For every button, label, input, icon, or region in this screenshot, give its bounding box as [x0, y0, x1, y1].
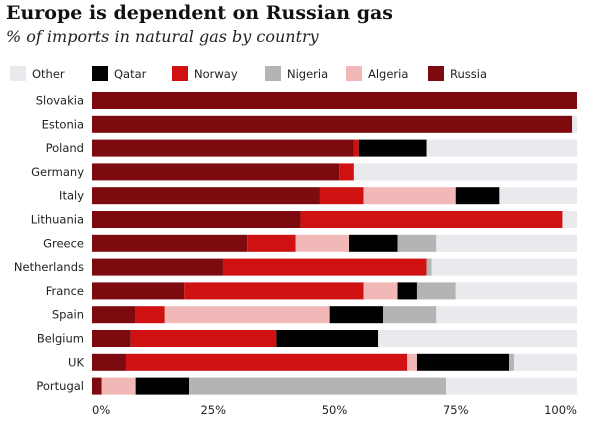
category-label-france: France — [46, 284, 84, 298]
x-tick-label-3: 75% — [443, 403, 469, 417]
bar-france-nigeria — [416, 282, 456, 300]
legend-label-algeria: Algeria — [368, 67, 408, 81]
bar-portugal-algeria — [101, 377, 136, 395]
bar-greece-qatar — [349, 234, 398, 252]
bar-greece-nigeria — [397, 234, 437, 252]
bar-germany-norway — [339, 163, 354, 181]
legend-label-other: Other — [32, 67, 65, 81]
bar-uk-other — [513, 353, 577, 371]
category-label-portugal: Portugal — [36, 379, 84, 393]
bar-spain-other — [436, 306, 577, 324]
bar-estonia-russia — [92, 115, 573, 133]
bar-spain-qatar — [329, 306, 383, 324]
bar-lithuania-other — [562, 211, 577, 228]
bar-greece-russia — [92, 234, 248, 252]
category-label-belgium: Belgium — [37, 332, 84, 346]
x-tick-label-1: 25% — [200, 403, 226, 417]
bar-netherlands-nigeria — [426, 258, 432, 276]
bar-uk-qatar — [416, 353, 510, 371]
bar-lithuania-norway — [300, 211, 563, 228]
category-label-uk: UK — [68, 355, 84, 369]
bar-france-qatar — [397, 282, 417, 300]
bar-belgium-russia — [92, 330, 131, 347]
bar-spain-norway — [135, 306, 165, 324]
bar-uk-russia — [92, 353, 126, 371]
bar-portugal-other — [446, 377, 577, 395]
bar-belgium-norway — [130, 330, 277, 347]
legend-swatch-russia — [428, 66, 444, 81]
legend-swatch-algeria — [346, 66, 362, 81]
legend-swatch-other — [10, 66, 26, 81]
legend-swatch-nigeria — [265, 66, 281, 81]
bar-netherlands-norway — [222, 258, 427, 276]
bar-germany-russia — [92, 163, 340, 181]
bar-greece-norway — [247, 234, 296, 252]
bar-uk-algeria — [407, 353, 417, 371]
bar-portugal-qatar — [135, 377, 189, 395]
legend-label-norway: Norway — [194, 67, 238, 81]
bar-spain-algeria — [164, 306, 330, 324]
category-label-estonia: Estonia — [42, 117, 84, 131]
bar-greece-other — [436, 234, 577, 252]
category-label-lithuania: Lithuania — [31, 213, 84, 227]
bar-poland-qatar — [358, 139, 427, 157]
category-label-germany: Germany — [31, 165, 84, 179]
legend-label-nigeria: Nigeria — [287, 67, 328, 81]
category-label-greece: Greece — [43, 236, 84, 250]
x-tick-label-4: 100% — [544, 403, 577, 417]
legend-swatch-norway — [172, 66, 188, 81]
category-label-poland: Poland — [46, 141, 84, 155]
chart-title: Europe is dependent on Russian gas — [6, 2, 393, 24]
bar-belgium-other — [378, 330, 577, 347]
legend-label-qatar: Qatar — [114, 67, 147, 81]
category-label-italy: Italy — [59, 189, 84, 203]
bar-greece-algeria — [295, 234, 350, 252]
chart-subtitle: % of imports in natural gas by country — [6, 27, 319, 46]
bar-lithuania-russia — [92, 211, 301, 228]
bar-spain-nigeria — [383, 306, 437, 324]
bar-france-other — [455, 282, 577, 300]
bar-france-algeria — [363, 282, 398, 300]
bar-italy-other — [499, 187, 577, 205]
bar-estonia-other — [572, 115, 577, 133]
category-label-slovakia: Slovakia — [36, 94, 84, 108]
bar-netherlands-russia — [92, 258, 223, 276]
bar-poland-other — [426, 139, 577, 157]
bar-poland-norway — [353, 139, 359, 157]
bar-uk-nigeria — [509, 353, 514, 371]
category-label-spain: Spain — [52, 308, 84, 322]
bar-italy-norway — [319, 187, 364, 205]
bar-slovakia-russia — [92, 92, 577, 109]
legend-label-russia: Russia — [450, 67, 487, 81]
legend-swatch-qatar — [92, 66, 108, 81]
bar-spain-russia — [92, 306, 136, 324]
bar-france-norway — [184, 282, 364, 300]
bar-portugal-russia — [92, 377, 102, 395]
bar-france-russia — [92, 282, 185, 300]
category-label-netherlands: Netherlands — [14, 260, 84, 274]
bar-italy-algeria — [363, 187, 456, 205]
bar-italy-russia — [92, 187, 320, 205]
x-tick-label-2: 50% — [322, 403, 348, 417]
bar-germany-other — [353, 163, 577, 181]
x-tick-label-0: 0% — [92, 403, 110, 417]
bar-uk-norway — [125, 353, 408, 371]
bar-portugal-nigeria — [189, 377, 447, 395]
bar-poland-russia — [92, 139, 354, 157]
bar-italy-qatar — [455, 187, 500, 205]
bar-belgium-qatar — [276, 330, 379, 347]
bar-netherlands-other — [431, 258, 577, 276]
